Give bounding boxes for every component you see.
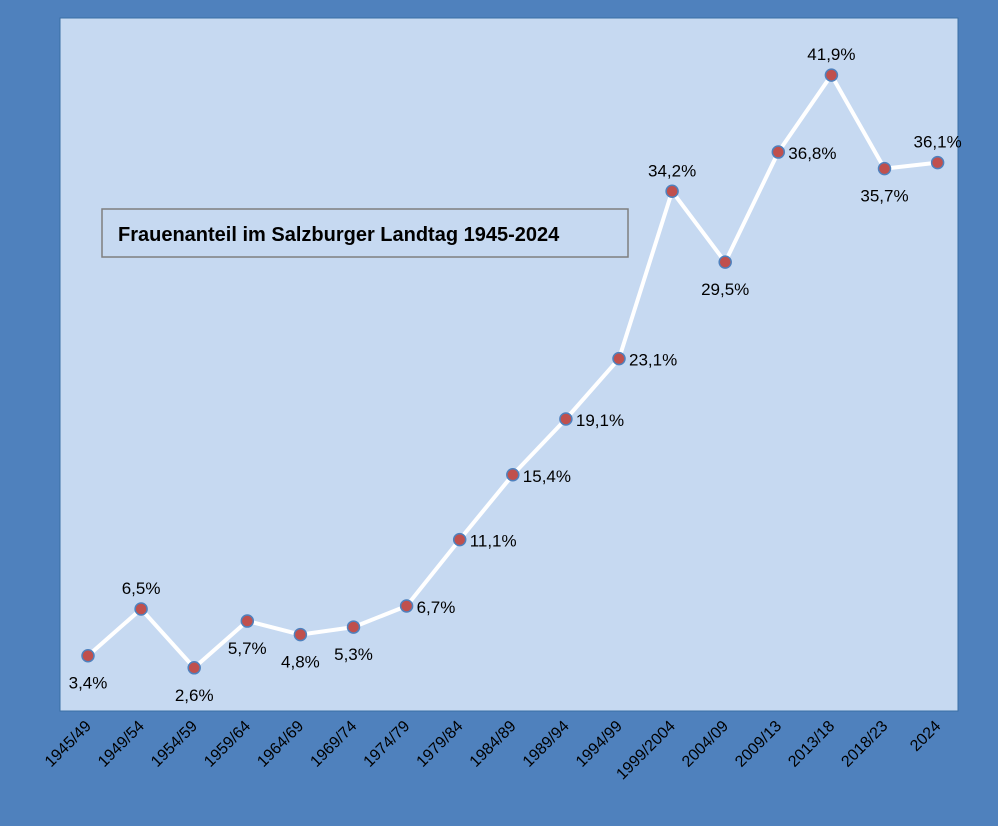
x-tick-label: 2009/13 [732, 718, 785, 771]
x-tick-label: 2013/18 [785, 718, 838, 771]
x-tick-label: 1989/94 [520, 718, 573, 771]
x-tick-label: 1954/59 [148, 718, 201, 771]
data-point [134, 602, 148, 616]
data-label: 29,5% [701, 280, 749, 299]
data-label: 6,5% [122, 579, 161, 598]
data-point [877, 161, 892, 176]
data-point [452, 532, 467, 547]
data-point [930, 155, 945, 170]
data-label: 23,1% [629, 351, 677, 370]
x-tick-label: 1949/54 [95, 718, 148, 771]
data-point [771, 145, 786, 159]
data-label: 36,1% [913, 133, 961, 152]
data-point [81, 648, 95, 663]
data-label: 5,7% [228, 639, 267, 658]
data-label: 5,3% [334, 645, 373, 664]
x-tick-label: 1959/64 [201, 718, 254, 771]
x-tick-label: 1974/79 [361, 718, 414, 771]
data-point [187, 661, 201, 675]
x-tick-label: 2018/23 [838, 718, 891, 771]
data-label: 35,7% [860, 187, 908, 206]
data-point [665, 184, 679, 199]
data-label: 41,9% [807, 45, 855, 64]
data-point [718, 255, 732, 269]
data-label: 3,4% [69, 674, 108, 693]
chart-title: Frauenanteil im Salzburger Landtag 1945-… [118, 224, 560, 246]
data-label: 6,7% [417, 598, 456, 617]
data-point [240, 614, 255, 628]
data-label: 34,2% [648, 161, 696, 180]
data-point [824, 68, 839, 82]
x-tick-label: 1979/84 [414, 718, 467, 771]
data-label: 11,1% [470, 532, 517, 551]
data-label: 36,8% [788, 144, 836, 163]
x-tick-label: 1964/69 [254, 718, 307, 771]
data-point [506, 468, 520, 482]
x-tick-label: 1994/99 [573, 718, 626, 771]
data-label: 2,6% [175, 686, 214, 705]
plot-area [59, 17, 959, 712]
x-tick-label: 2024 [907, 718, 944, 755]
x-tick-label: 1984/89 [467, 718, 520, 771]
data-point [612, 351, 626, 366]
data-point [399, 599, 414, 613]
chart-title-box: Frauenanteil im Salzburger Landtag 1945-… [101, 208, 629, 258]
x-tick-label: 2004/09 [679, 718, 732, 771]
data-label: 4,8% [281, 653, 320, 672]
data-point [559, 412, 573, 426]
data-points [81, 68, 945, 675]
data-label: 19,1% [576, 411, 624, 430]
data-point [293, 627, 308, 642]
x-tick-label: 1969/74 [307, 718, 360, 771]
data-label: 15,4% [523, 467, 571, 486]
x-tick-label: 1945/49 [42, 718, 95, 771]
x-axis-tick-labels: 1945/49 1949/54 1954/59 1959/64 1964/69 1969/… [42, 718, 945, 784]
data-labels: 3,4% 6,5% 2,6% 5,7% 4,8% 5,3% 6,7% 11,1% 15,4% 19… [69, 45, 962, 705]
data-point [346, 620, 361, 634]
